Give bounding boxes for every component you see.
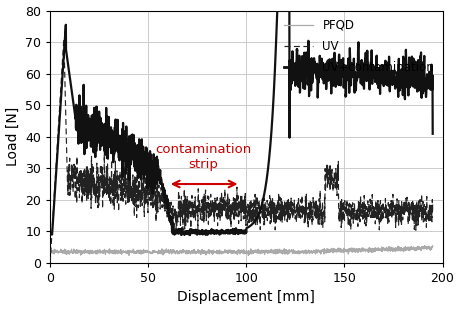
PFQD [418, 245, 424, 248]
PFQD [348, 249, 353, 252]
UV [418, 192, 424, 196]
UV+contamination [274, 9, 280, 12]
Line: UV+contamination: UV+contamination [50, 11, 432, 235]
UV+contamination [47, 232, 53, 236]
UV [233, 202, 239, 206]
UV+contamination [67, 74, 72, 78]
PFQD [233, 250, 238, 253]
Line: UV: UV [50, 40, 432, 263]
UV+contamination [418, 60, 424, 64]
PFQD [421, 244, 426, 247]
Legend: PFQD, UV, UV+contamination: PFQD, UV, UV+contamination [278, 14, 438, 79]
UV+contamination [187, 233, 192, 237]
Y-axis label: Load [N]: Load [N] [6, 107, 20, 166]
PFQD [223, 249, 228, 253]
Text: contamination
strip: contamination strip [155, 144, 251, 171]
UV+contamination [429, 132, 435, 136]
UV+contamination [233, 228, 239, 232]
UV [223, 217, 229, 221]
PFQD [245, 254, 251, 257]
UV [348, 201, 353, 205]
UV [61, 38, 67, 42]
UV [429, 201, 435, 205]
PFQD [429, 244, 435, 248]
UV+contamination [223, 229, 229, 233]
PFQD [47, 249, 53, 252]
X-axis label: Displacement [mm]: Displacement [mm] [177, 290, 314, 304]
PFQD [67, 251, 72, 255]
UV+contamination [418, 70, 424, 74]
UV [67, 177, 73, 180]
UV [47, 261, 53, 265]
UV [418, 219, 424, 223]
Line: PFQD: PFQD [50, 246, 432, 255]
PFQD [418, 246, 424, 250]
UV+contamination [348, 61, 354, 65]
